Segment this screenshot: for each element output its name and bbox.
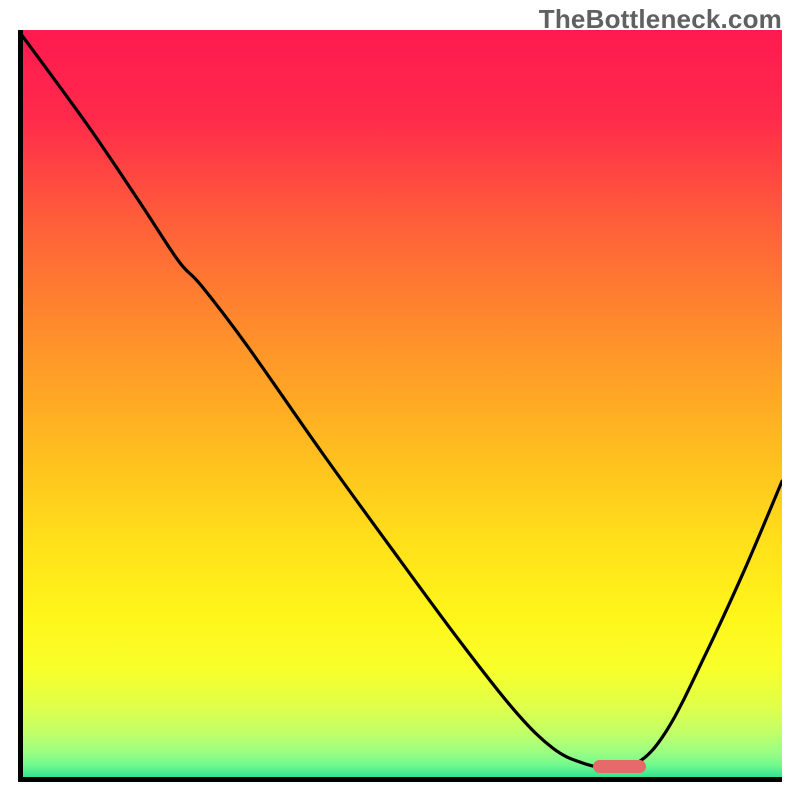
plot-area	[18, 30, 782, 782]
optimum-marker	[593, 760, 646, 773]
y-axis	[18, 30, 23, 782]
chart-container: TheBottleneck.com	[0, 0, 800, 800]
x-axis	[18, 777, 782, 782]
curve-line	[18, 30, 782, 782]
